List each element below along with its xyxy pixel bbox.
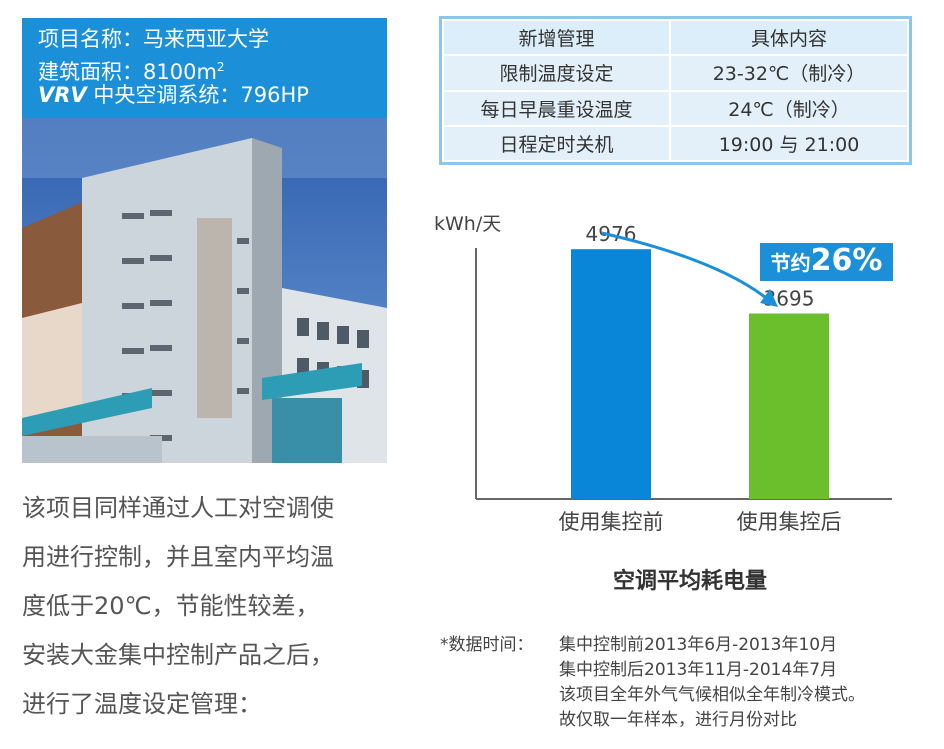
project-area-text: 建筑面积：8100m xyxy=(38,60,217,84)
table-cell: 每日早晨重设温度 xyxy=(444,91,669,125)
bar xyxy=(749,313,829,499)
x-tick-label: 使用集控前 xyxy=(559,510,664,534)
project-vrv: VRV 中央空调系统：796HP xyxy=(38,82,309,108)
x-tick-label: 使用集控后 xyxy=(737,510,842,534)
savings-value: 26% xyxy=(810,243,883,278)
bar xyxy=(571,249,651,499)
table-header-row: 新增管理 具体内容 xyxy=(444,21,907,55)
description-line: 度低于20℃，节能性较差， xyxy=(22,592,320,620)
power-consumption-chart: kWh/天 4976 使用集控前 3695 使用集控后 xyxy=(430,200,910,600)
y-axis-label: kWh/天 xyxy=(434,213,501,235)
building-photo xyxy=(22,118,387,463)
description-line: 进行了温度设定管理： xyxy=(22,690,262,718)
project-area: 建筑面积：8100m2 xyxy=(38,54,225,85)
note-line: 集中控制前2013年6月-2013年10月 xyxy=(559,635,838,655)
table-cell: 限制温度设定 xyxy=(444,56,669,90)
table-header-cell: 新增管理 xyxy=(444,21,669,55)
chart-title: 空调平均耗电量 xyxy=(612,569,767,594)
note-line: 集中控制后2013年11月-2014年7月 xyxy=(559,660,838,680)
table-row: 限制温度设定 23-32℃（制冷） xyxy=(444,56,907,90)
table-row: 日程定时关机 19:00 与 21:00 xyxy=(444,126,907,160)
savings-badge: 节约 26% xyxy=(760,243,893,281)
description-line: 该项目同样通过人工对空调使 xyxy=(22,494,334,522)
table-header-cell: 具体内容 xyxy=(671,21,907,55)
note-line: 该项目全年外气气候相似全年制冷模式。 xyxy=(559,685,865,705)
note-label: *数据时间： xyxy=(440,635,534,655)
description-line: 安装大金集中控制产品之后， xyxy=(22,641,334,669)
note-line: 故仅取一年样本，进行月份对比 xyxy=(559,710,797,730)
savings-prefix: 节约 xyxy=(770,251,811,275)
trend-arrow-line xyxy=(601,231,771,303)
note-lines: 集中控制前2013年6月-2013年10月 集中控制后2013年11月-2014… xyxy=(559,633,865,733)
table-row: 每日早晨重设温度 24℃（制冷） xyxy=(444,91,907,125)
project-area-unit-sup: 2 xyxy=(216,60,225,74)
table-cell: 日程定时关机 xyxy=(444,126,669,160)
description-line: 用进行控制，并且室内平均温 xyxy=(22,543,334,571)
management-table: 新增管理 具体内容 限制温度设定 23-32℃（制冷） 每日早晨重设温度 24℃… xyxy=(439,16,912,165)
table-cell: 23-32℃（制冷） xyxy=(671,56,907,90)
vrv-capacity: 中央空调系统：796HP xyxy=(86,83,309,107)
project-description: 该项目同样通过人工对空调使 用进行控制，并且室内平均温 度低于20℃，节能性较差… xyxy=(22,484,402,729)
project-name: 项目名称：马来西亚大学 xyxy=(38,27,269,51)
project-info-box: 项目名称：马来西亚大学 建筑面积：8100m2 VRV 中央空调系统：796HP xyxy=(22,18,387,118)
table-cell: 19:00 与 21:00 xyxy=(671,126,907,160)
trend-arrow-head-icon xyxy=(760,289,778,307)
table-cell: 24℃（制冷） xyxy=(671,91,907,125)
vrv-label: VRV xyxy=(38,83,87,107)
